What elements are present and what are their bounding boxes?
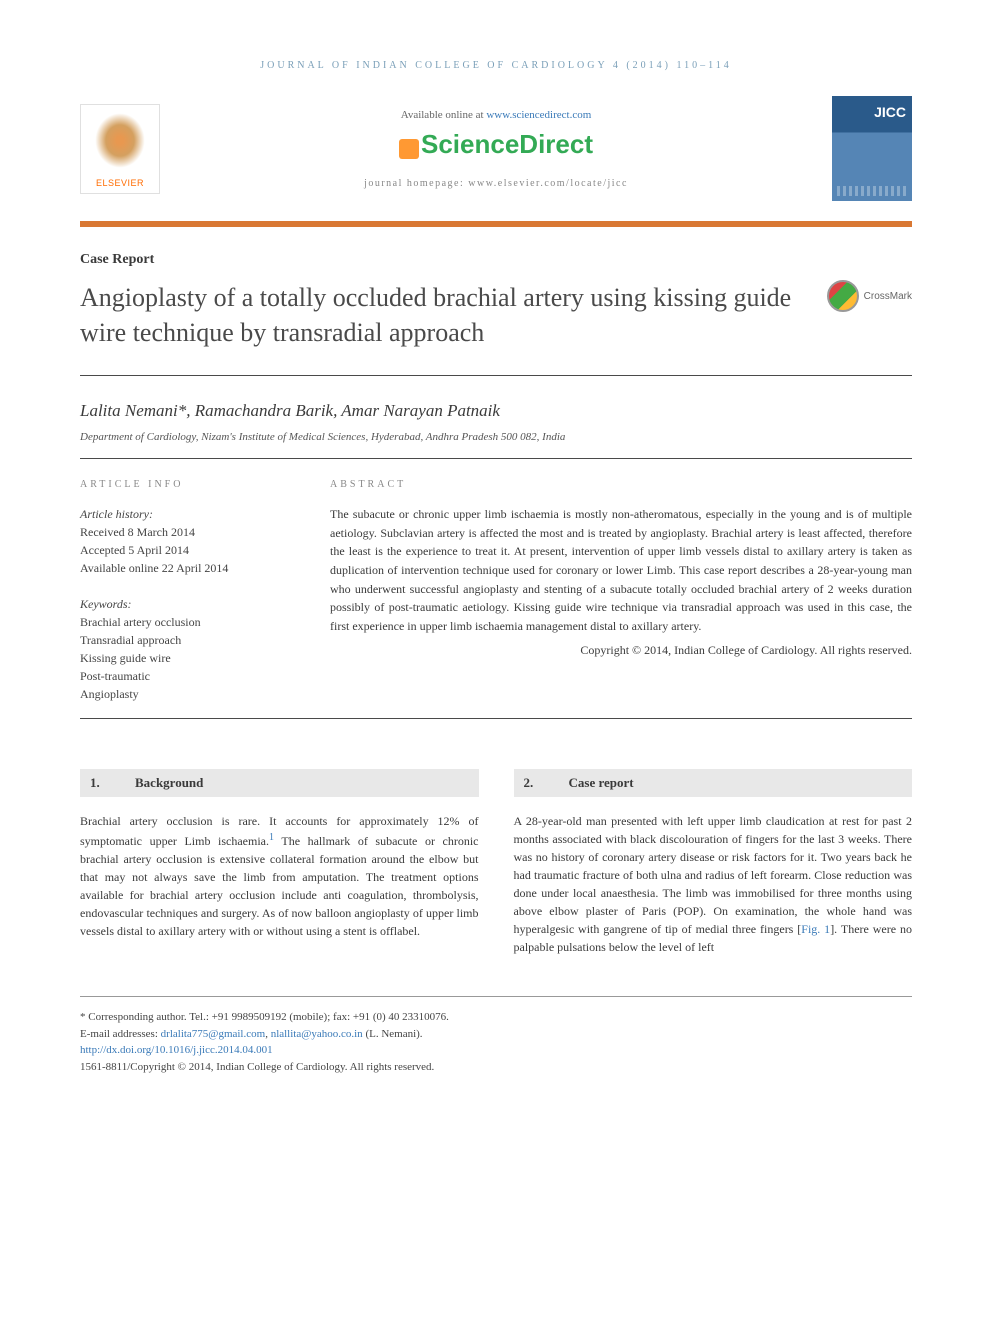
orange-divider (80, 221, 912, 227)
crossmark-label: CrossMark (864, 291, 912, 302)
sciencedirect-text: ScienceDirect (421, 129, 593, 159)
left-column: 1.Background Brachial artery occlusion i… (80, 769, 479, 956)
journal-cover-thumbnail[interactable] (832, 96, 912, 201)
email-label: E-mail addresses: (80, 1028, 161, 1040)
footer: * Corresponding author. Tel.: +91 998950… (80, 996, 912, 1075)
keyword: Post-traumatic (80, 667, 290, 685)
body-columns: 1.Background Brachial artery occlusion i… (80, 769, 912, 956)
title-row: Angioplasty of a totally occluded brachi… (80, 280, 912, 350)
authors: Lalita Nemani*, Ramachandra Barik, Amar … (80, 401, 912, 421)
journal-homepage: journal homepage: www.elsevier.com/locat… (185, 178, 807, 189)
received-date: Received 8 March 2014 (80, 523, 290, 541)
crossmark-badge[interactable]: CrossMark (827, 280, 912, 312)
right-column: 2.Case report A 28-year-old man presente… (514, 769, 913, 956)
article-title: Angioplasty of a totally occluded brachi… (80, 280, 807, 350)
section-number: 1. (90, 775, 135, 791)
keywords-block: Keywords: Brachial artery occlusion Tran… (80, 595, 290, 703)
text-segment: The hallmark of subacute or chronic brac… (80, 834, 479, 938)
online-date: Available online 22 April 2014 (80, 559, 290, 577)
affiliation: Department of Cardiology, Nizam's Instit… (80, 431, 912, 443)
abstract-copyright: Copyright © 2014, Indian College of Card… (330, 643, 912, 658)
elsevier-label: ELSEVIER (96, 178, 144, 188)
section-heading-case-report: 2.Case report (514, 769, 913, 797)
section-number: 2. (524, 775, 569, 791)
sciencedirect-logo[interactable]: ScienceDirect (185, 129, 807, 160)
section-heading-background: 1.Background (80, 769, 479, 797)
abstract-text: The subacute or chronic upper limb ischa… (330, 505, 912, 635)
article-info-label: ARTICLE INFO (80, 479, 290, 490)
article-type: Case Report (80, 252, 912, 268)
keyword: Angioplasty (80, 685, 290, 703)
article-history: Article history: Received 8 March 2014 A… (80, 505, 290, 577)
sciencedirect-link[interactable]: www.sciencedirect.com (486, 109, 591, 121)
issn-copyright: 1561-8811/Copyright © 2014, Indian Colle… (80, 1059, 912, 1076)
divider (80, 375, 912, 376)
divider (80, 718, 912, 719)
corr-label: * Corresponding author. (80, 1011, 187, 1023)
corr-contact: Tel.: +91 9989509192 (mobile); fax: +91 … (187, 1011, 449, 1023)
journal-reference: JOURNAL OF INDIAN COLLEGE OF CARDIOLOGY … (80, 60, 912, 71)
figure-link[interactable]: Fig. 1 (801, 922, 830, 936)
keyword: Kissing guide wire (80, 649, 290, 667)
email-suffix: (L. Nemani). (363, 1028, 423, 1040)
sciencedirect-block: Available online at www.sciencedirect.co… (185, 109, 807, 189)
case-report-text: A 28-year-old man presented with left up… (514, 812, 913, 956)
background-text: Brachial artery occlusion is rare. It ac… (80, 812, 479, 940)
keywords-label: Keywords: (80, 595, 290, 613)
section-title: Background (135, 775, 203, 790)
available-online-text: Available online at www.sciencedirect.co… (185, 109, 807, 121)
abstract-column: ABSTRACT The subacute or chronic upper l… (330, 479, 912, 703)
text-segment: A 28-year-old man presented with left up… (514, 814, 913, 936)
accepted-date: Accepted 5 April 2014 (80, 541, 290, 559)
keyword: Transradial approach (80, 631, 290, 649)
section-title: Case report (569, 775, 634, 790)
email-link[interactable]: drlalita775@gmail.com (161, 1028, 266, 1040)
keyword: Brachial artery occlusion (80, 613, 290, 631)
divider (80, 458, 912, 459)
email-link[interactable]: nlallita@yahoo.co.in (271, 1028, 363, 1040)
article-info-column: ARTICLE INFO Article history: Received 8… (80, 479, 290, 703)
abstract-label: ABSTRACT (330, 479, 912, 490)
available-prefix: Available online at (401, 109, 487, 121)
doi-link[interactable]: http://dx.doi.org/10.1016/j.jicc.2014.04… (80, 1042, 912, 1059)
sciencedirect-icon (399, 139, 419, 159)
info-abstract-row: ARTICLE INFO Article history: Received 8… (80, 479, 912, 703)
publisher-header: ELSEVIER Available online at www.science… (80, 96, 912, 201)
crossmark-icon (827, 280, 859, 312)
email-line: E-mail addresses: drlalita775@gmail.com,… (80, 1026, 912, 1043)
elsevier-logo[interactable]: ELSEVIER (80, 104, 160, 194)
history-label: Article history: (80, 505, 290, 523)
corresponding-author: * Corresponding author. Tel.: +91 998950… (80, 1009, 912, 1026)
